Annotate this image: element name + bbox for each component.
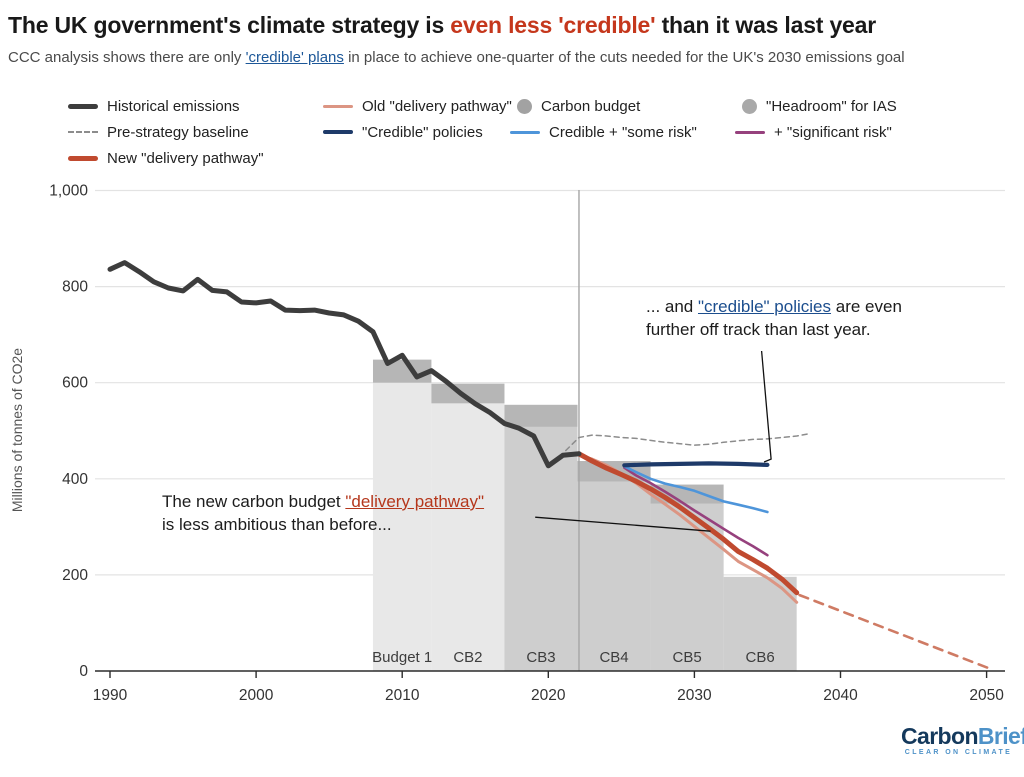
legend-item-headroom: "Headroom" for IAS <box>735 96 897 116</box>
legend-item-baseline: Pre-strategy baseline <box>68 122 249 142</box>
credible-plans-link[interactable]: 'credible' plans <box>245 49 344 66</box>
series-historical-emissions <box>107 260 582 469</box>
legend-item-new-pathway: New "delivery pathway" <box>68 148 264 168</box>
pathway-annotation: The new carbon budget "delivery pathway"… <box>162 490 484 536</box>
x-tick-label: 2020 <box>531 687 566 704</box>
x-tick-label: 2000 <box>239 687 274 704</box>
legend-label: Credible + "some risk" <box>549 123 697 141</box>
budget-bar-headroom <box>431 383 505 404</box>
budget-bar-label: Budget 1 <box>372 649 432 666</box>
series--credible-policies <box>622 461 770 468</box>
x-tick-label: 2010 <box>385 687 420 704</box>
legend-item-significant-risk: + "significant risk" <box>735 122 892 142</box>
credible-annotation-text: ... and <box>646 297 698 316</box>
credible-annotation-text2: are even <box>831 297 902 316</box>
pathway-annotation-text: The new carbon budget <box>162 492 346 511</box>
subtitle-suffix: in place to achieve one-quarter of the c… <box>343 49 905 66</box>
title-prefix: The UK government's climate strategy is <box>8 12 451 38</box>
y-tick-label: 600 <box>62 375 88 392</box>
credible-line-swatch <box>323 130 353 134</box>
old-pathway-line-swatch <box>323 104 353 108</box>
pathway-note-pointer <box>535 516 711 532</box>
legend-label: "Headroom" for IAS <box>766 97 897 115</box>
x-tick-label: 1990 <box>93 687 128 704</box>
budget-bar-body <box>577 481 651 671</box>
legend-label: New "delivery pathway" <box>107 149 264 167</box>
series--significant-risk- <box>622 466 769 557</box>
y-tick-label: 400 <box>62 471 88 488</box>
budget-bar-label: CB4 <box>599 649 628 666</box>
legend-label: Carbon budget <box>541 97 641 115</box>
legend-item-historical: Historical emissions <box>68 96 240 116</box>
budget-bar-label: CB3 <box>526 649 555 666</box>
logo-brief: Brief <box>977 723 1024 749</box>
carbonbrief-logo: CarbonBrief CLEAR ON CLIMATE <box>901 723 1024 756</box>
logo-tagline: CLEAR ON CLIMATE <box>904 749 1013 756</box>
legend-label: Old "delivery pathway" <box>362 97 512 115</box>
credible-annotation: ... and "credible" policies are even fur… <box>646 295 902 341</box>
headroom-dot-icon <box>742 98 757 114</box>
title-highlight: even less 'credible' <box>450 12 662 38</box>
x-tick-label: 2050 <box>969 687 1004 704</box>
page-title: The UK government's climate strategy is … <box>8 12 1018 39</box>
credible-policies-link[interactable]: "credible" policies <box>697 297 832 316</box>
legend-label: + "significant risk" <box>774 123 892 141</box>
series-new-delivery-pathway- <box>576 451 800 596</box>
new-pathway-line-swatch <box>68 155 98 161</box>
significant-risk-line-swatch <box>735 130 765 134</box>
budget-bar-headroom <box>372 359 432 383</box>
series-new-pathway-extension <box>798 593 994 671</box>
page-subtitle: CCC analysis shows there are only 'credi… <box>8 49 1018 66</box>
y-tick-label: 0 <box>79 663 88 680</box>
legend-item-old-pathway: Old "delivery pathway" <box>323 96 512 116</box>
legend-item-some-risk: Credible + "some risk" <box>510 122 697 142</box>
legend-label: Historical emissions <box>107 97 240 115</box>
budget-bar-headroom <box>504 404 578 427</box>
x-tick-label: 2040 <box>823 687 858 704</box>
budget-bar-body <box>372 382 432 671</box>
y-tick-label: 200 <box>62 567 88 584</box>
title-suffix: than it was last year <box>661 12 877 38</box>
historical-line-swatch <box>68 103 98 109</box>
logo-carbon: Carbon <box>901 723 979 749</box>
credible-note-pointer <box>760 350 772 463</box>
budget-bar-body <box>504 426 578 671</box>
legend-item-carbon-budget: Carbon budget <box>510 96 640 116</box>
legend-item-credible: "Credible" policies <box>323 122 483 142</box>
budget-bar-label: CB6 <box>746 649 775 666</box>
x-tick-label: 2030 <box>677 687 712 704</box>
delivery-pathway-link[interactable]: "delivery pathway" <box>345 492 485 511</box>
budget-bar-label: CB5 <box>673 649 702 666</box>
y-tick-label: 800 <box>62 279 88 296</box>
budget-bar-body <box>431 403 505 671</box>
some-risk-line-swatch <box>510 130 540 134</box>
subtitle-prefix: CCC analysis shows there are only <box>8 49 246 66</box>
legend-label: Pre-strategy baseline <box>107 123 249 141</box>
budget-bar-label: CB2 <box>453 649 482 666</box>
credible-annotation-text3: further off track than last year. <box>646 320 871 339</box>
carbon-budget-dot-icon <box>517 98 532 114</box>
pathway-annotation-text2: is less ambitious than before... <box>162 515 392 534</box>
y-tick-label: 1,000 <box>49 183 88 200</box>
series-pre-strategy-baseline <box>565 432 811 452</box>
legend-label: "Credible" policies <box>362 123 483 141</box>
series-credible-some-risk- <box>622 464 769 514</box>
baseline-dash-swatch <box>68 131 98 133</box>
